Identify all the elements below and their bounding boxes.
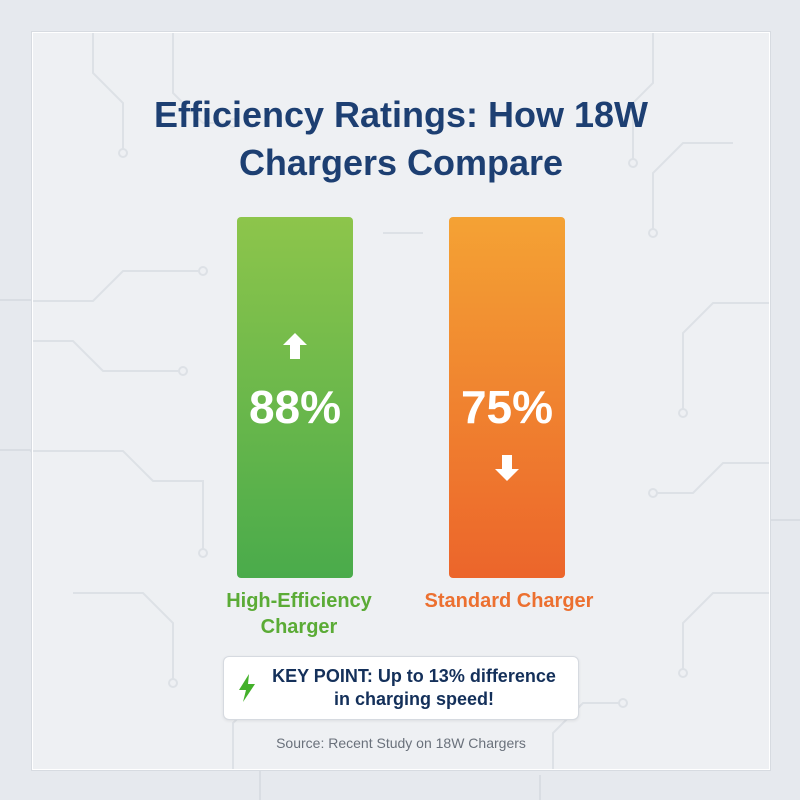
lightning-bolt-icon — [239, 674, 255, 702]
key-point-line-1: KEY POINT: Up to 13% difference — [272, 666, 556, 686]
chart-title: Efficiency Ratings: How 18W Chargers Com… — [33, 91, 769, 187]
category-label-line: Charger — [260, 616, 338, 638]
source-note: Source: Recent Study on 18W Chargers — [276, 735, 526, 751]
value-label-standard: 75% — [461, 381, 553, 433]
category-label-standard: Standard Charger — [399, 588, 619, 614]
category-label-high-efficiency: High-Efficiency Charger — [199, 588, 399, 640]
circuit-pattern — [33, 33, 769, 769]
bar-high-efficiency — [237, 217, 353, 578]
value-label-high-efficiency: 88% — [249, 381, 341, 433]
bar-standard — [449, 217, 565, 578]
key-point-text: KEY POINT: Up to 13% difference in charg… — [264, 665, 564, 711]
category-label-line: Standard Charger — [424, 590, 594, 612]
arrow-down-icon — [495, 455, 519, 481]
key-point-line-2: in charging speed! — [333, 689, 495, 709]
chart-title-line-1: Efficiency Ratings: How 18W — [153, 94, 649, 135]
key-point-box: KEY POINT: Up to 13% difference in charg… — [223, 656, 579, 720]
chart-title-line-2: Chargers Compare — [238, 142, 564, 183]
infographic-card: Efficiency Ratings: How 18W Chargers Com… — [32, 32, 770, 770]
category-label-line: High-Efficiency — [226, 590, 372, 612]
arrow-up-icon — [283, 333, 307, 359]
bar-chart: 88% 75% — [237, 217, 565, 578]
